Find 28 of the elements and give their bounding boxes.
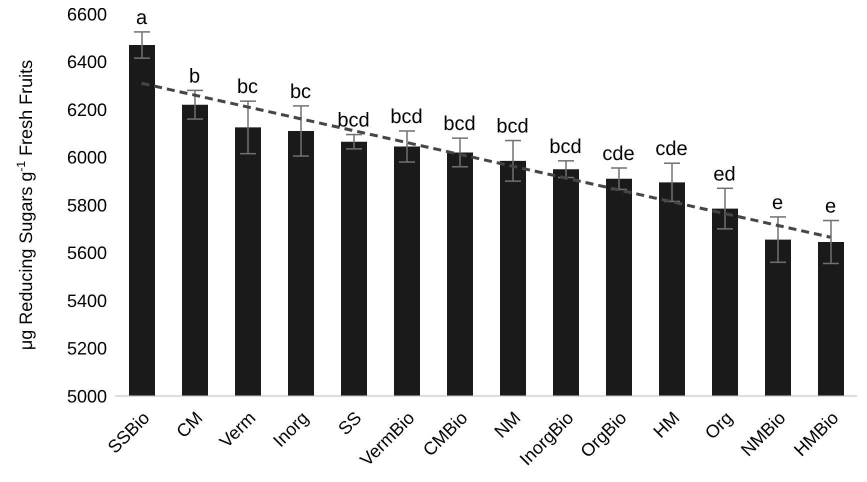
x-tick-label: Org — [701, 408, 736, 444]
y-tick-label: 6200 — [66, 100, 107, 120]
x-tick-label: SS — [334, 408, 366, 439]
x-tick-label: NM — [490, 408, 524, 442]
annotation: e — [772, 192, 784, 214]
y-tick-label: 5600 — [66, 243, 107, 264]
annotation: cde — [655, 138, 688, 160]
y-tick-label: 5400 — [66, 290, 107, 311]
annotation: ed — [713, 163, 736, 186]
annotation: bcd — [496, 116, 529, 138]
annotation: bcd — [549, 136, 582, 158]
annotation: b — [188, 65, 200, 88]
annotation: bcd — [390, 106, 423, 128]
annotation: bcd — [443, 113, 476, 136]
y-tick-label: 5200 — [66, 338, 107, 359]
y-tick-label: 6000 — [66, 148, 107, 168]
x-tick-label: HM — [649, 408, 684, 442]
y-tick-label: 5000 — [66, 386, 107, 406]
y-tick-label: 5800 — [66, 195, 107, 216]
annotation: e — [824, 196, 836, 218]
annotation: a — [136, 6, 148, 29]
annotation: bcd — [337, 110, 370, 132]
y-tick-label: 6400 — [66, 52, 107, 72]
annotation: cde — [602, 142, 635, 165]
annotation: bc — [290, 80, 312, 103]
annotation: bc — [236, 76, 258, 98]
y-tick-label: 6600 — [66, 4, 107, 24]
x-tick-label: CM — [172, 408, 206, 442]
